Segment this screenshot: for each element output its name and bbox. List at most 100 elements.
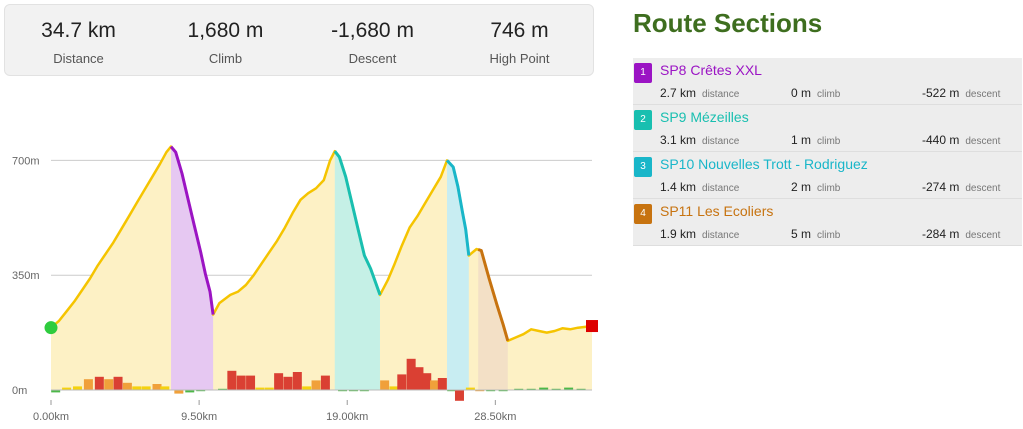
section-area — [334, 151, 380, 390]
grade-bar — [465, 387, 475, 390]
section-number-badge: 4 — [634, 204, 652, 224]
elevation-chart[interactable]: 700m 350m 0m 0.00km 9.50km 19.00km 28.50km — [0, 90, 600, 424]
section-climb: 1 m climb — [791, 133, 840, 147]
grade-bar — [338, 390, 348, 392]
grade-bar — [113, 376, 123, 390]
section-distance: 3.1 km distance — [660, 133, 739, 147]
grade-bar — [389, 386, 399, 390]
grade-bar — [132, 386, 142, 390]
x-tick-label: 0.00km — [33, 411, 69, 423]
grade-bar — [274, 373, 284, 390]
grade-bar — [422, 373, 432, 390]
grade-bar — [475, 390, 485, 392]
grade-bar — [498, 390, 508, 392]
descent-value: -274 m — [922, 180, 960, 194]
distance-unit: distance — [702, 183, 740, 194]
stat-distance: 34.7 km Distance — [5, 5, 152, 75]
stat-label: High Point — [489, 51, 550, 66]
grade-bar — [414, 367, 424, 390]
grade-bar — [539, 387, 549, 390]
section-stats: 2.7 km distance 0 m climb -522 m descent — [660, 86, 1022, 102]
sections-title: Route Sections — [633, 8, 823, 38]
grade-bar — [564, 387, 574, 390]
section-distance: 1.4 km distance — [660, 180, 739, 194]
grade-bar — [320, 375, 330, 390]
stat-descent: -1,680 m Descent — [299, 5, 446, 75]
grade-bar — [551, 388, 561, 390]
section-climb: 0 m climb — [791, 86, 840, 100]
section-name-link[interactable]: SP10 Nouvelles Trott - Rodriguez — [660, 156, 868, 172]
grade-bar — [51, 390, 61, 393]
descent-unit: descent — [965, 183, 1001, 194]
section-line — [169, 145, 215, 315]
distance-unit: distance — [702, 230, 740, 241]
grade-bar — [406, 358, 416, 390]
section-stats: 1.9 km distance 5 m climb -284 m descent — [660, 227, 1022, 243]
section-number-badge: 2 — [634, 110, 652, 130]
distance-unit: distance — [702, 89, 740, 100]
y-tick-label: 350m — [12, 270, 40, 282]
elevation-profile-svg[interactable]: 700m 350m 0m 0.00km 9.50km 19.00km 28.50km — [0, 90, 600, 424]
grade-bar — [196, 390, 206, 392]
grade-bar — [348, 390, 358, 392]
climb-value: 5 m — [791, 227, 812, 241]
stat-high-point: 746 m High Point — [446, 5, 593, 75]
grade-bar — [104, 379, 114, 390]
stat-value: 1,680 m — [187, 19, 264, 42]
grade-bar — [576, 388, 586, 390]
section-descent: -522 m descent — [922, 86, 1000, 100]
descent-unit: descent — [965, 89, 1001, 100]
distance-unit: distance — [702, 136, 740, 147]
grade-bar — [380, 380, 390, 390]
grade-bar — [292, 372, 302, 390]
grade-bar — [447, 390, 457, 392]
section-name-link[interactable]: SP8 Crêtes XXL — [660, 62, 762, 78]
x-tick-label: 9.50km — [181, 411, 217, 423]
stat-label: Climb — [208, 51, 243, 66]
section-number-badge: 3 — [634, 157, 652, 177]
climb-unit: climb — [817, 136, 841, 147]
grade-bar — [526, 388, 536, 390]
grade-bar — [437, 378, 447, 390]
grade-bar — [141, 386, 151, 390]
stats-bar: 34.7 km Distance 1,680 m Climb -1,680 m … — [4, 4, 594, 76]
descent-value: -440 m — [922, 133, 960, 147]
grade-bar — [236, 375, 246, 390]
start-marker — [44, 321, 58, 335]
climb-value: 2 m — [791, 180, 812, 194]
section-descent: -284 m descent — [922, 227, 1000, 241]
section-stats: 1.4 km distance 2 m climb -274 m descent — [660, 180, 1022, 196]
grade-bar — [514, 388, 524, 390]
descent-value: -284 m — [922, 227, 960, 241]
climb-unit: climb — [817, 89, 841, 100]
section-name-link[interactable]: SP9 Mézeilles — [660, 109, 749, 125]
grade-bar — [152, 384, 162, 390]
climb-unit: climb — [817, 183, 841, 194]
grade-bar — [122, 382, 132, 390]
section-item[interactable]: 1 SP8 Crêtes XXL 2.7 km distance 0 m climb… — [633, 58, 1022, 105]
grade-bar — [217, 388, 227, 390]
section-line — [477, 248, 510, 342]
x-tick-label: 28.50km — [474, 411, 516, 423]
stat-label: Descent — [348, 51, 397, 66]
grade-bar — [302, 386, 312, 390]
section-item[interactable]: 3 SP10 Nouvelles Trott - Rodriguez 1.4 k… — [633, 152, 1022, 199]
stat-label: Distance — [53, 51, 104, 66]
sections-list: 1 SP8 Crêtes XXL 2.7 km distance 0 m climb… — [633, 58, 1022, 246]
y-tick-label: 0m — [12, 385, 27, 397]
end-marker — [586, 320, 598, 333]
section-name-link[interactable]: SP11 Les Ecoliers — [660, 203, 774, 219]
section-climb: 5 m climb — [791, 227, 840, 241]
section-descent: -440 m descent — [922, 133, 1000, 147]
section-distance: 1.9 km distance — [660, 227, 739, 241]
grade-bar — [430, 380, 440, 390]
climb-unit: climb — [817, 230, 841, 241]
section-item[interactable]: 4 SP11 Les Ecoliers 1.9 km distance 5 m cl… — [633, 199, 1022, 246]
grade-bar — [359, 390, 369, 392]
stat-value: -1,680 m — [331, 19, 414, 42]
section-line — [333, 150, 382, 296]
section-number-badge: 1 — [634, 63, 652, 83]
grade-bar — [94, 376, 104, 390]
section-item[interactable]: 2 SP9 Mézeilles 3.1 km distance 1 m climb … — [633, 105, 1022, 152]
climb-value: 1 m — [791, 133, 812, 147]
